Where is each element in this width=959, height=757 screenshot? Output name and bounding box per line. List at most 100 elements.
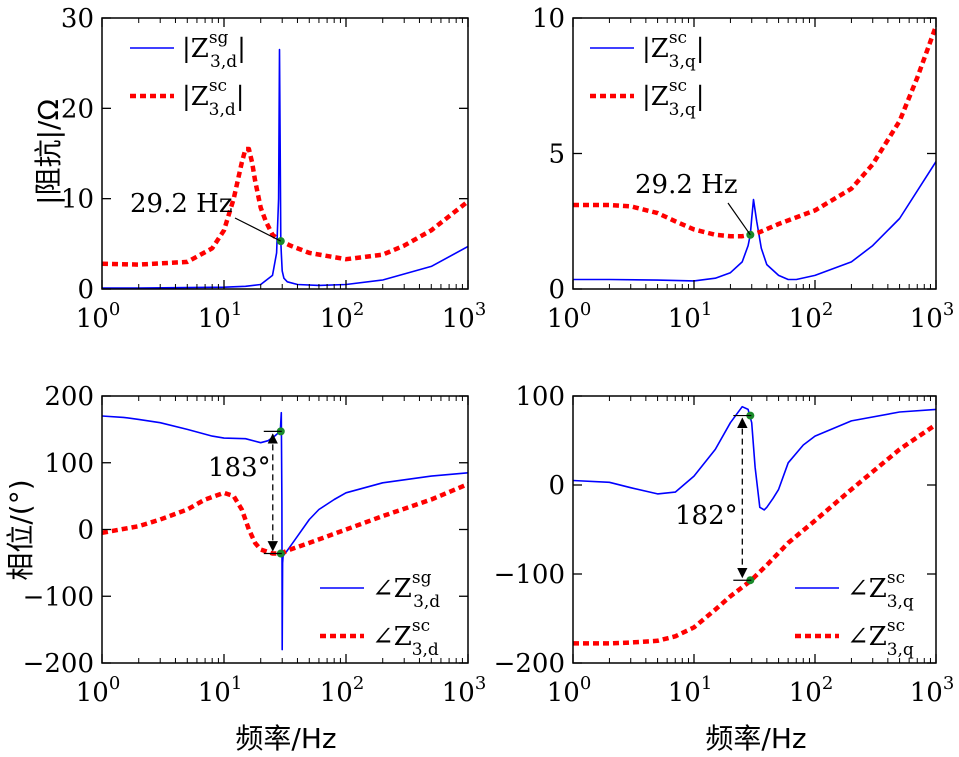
frequency-label: 29.2 Hz [635, 170, 738, 200]
x-tick-exponent: 0 [580, 299, 591, 320]
x-tick-label: 101 [668, 299, 713, 334]
annotation-leader [727, 202, 751, 236]
frequency-label: 29.2 Hz [130, 189, 233, 219]
y-tick-label: 200 [44, 382, 94, 412]
y-tick-label: 100 [44, 449, 94, 479]
x-tick-exponent: 0 [580, 673, 591, 694]
x-tick-base: 10 [547, 304, 580, 334]
phase-difference-label: 182° [675, 501, 738, 531]
y-tick-label: 10 [532, 4, 565, 34]
y-tick-label: −200 [494, 649, 565, 679]
x-tick-exponent: 1 [231, 299, 242, 320]
series-line-dashed [573, 25, 936, 239]
legend-superscript: sc [887, 568, 905, 588]
x-tick-exponent: 3 [943, 299, 954, 320]
x-tick-base: 10 [442, 678, 475, 708]
legend-suffix: | [237, 34, 246, 64]
y-tick-label: 30 [61, 4, 94, 34]
x-tick-exponent: 0 [109, 673, 120, 694]
legend-label: ∠Zsg 3,d [372, 568, 440, 612]
axes-frame [101, 17, 469, 290]
x-tick-base: 10 [547, 678, 580, 708]
x-tick-label: 100 [547, 299, 592, 334]
series-group [102, 48, 468, 289]
legend-subscript: 3,q [669, 52, 696, 72]
series-group [573, 25, 936, 282]
legend-subscript: 3,d [209, 100, 236, 120]
x-tick-exponent: 3 [475, 673, 486, 694]
x-tick-base: 10 [789, 304, 822, 334]
legend-prefix: ∠Z [847, 574, 887, 604]
legend-subscript: 3,q [887, 592, 914, 612]
series-line-solid [573, 161, 936, 282]
xlabel-left: 频率/Hz [235, 722, 336, 755]
y-tick-label: 0 [548, 471, 565, 501]
legend-label: ∠Zsc 3,q [847, 568, 914, 612]
x-tick-exponent: 2 [353, 299, 364, 320]
legend-prefix: ∠Z [372, 574, 412, 604]
xlabel-right: 频率/Hz [705, 722, 806, 755]
legend-subscript: 3,q [887, 640, 914, 660]
legend-prefix: ∠Z [372, 622, 412, 652]
legend-prefix: |Z [182, 34, 209, 64]
legend-superscript: sg [209, 28, 229, 48]
x-tick-exponent: 3 [943, 673, 954, 694]
series-line-solid [102, 411, 468, 651]
x-tick-label: 101 [198, 673, 243, 708]
legend-superscript: sc [412, 616, 430, 636]
legend-prefix: |Z [642, 82, 669, 112]
x-tick-base: 10 [910, 304, 943, 334]
legend-subscript: 3,d [413, 592, 440, 612]
ylabel-magnitude: |阻抗|/Ω [32, 99, 65, 205]
legend-superscript: sc [669, 76, 687, 96]
legend-label: ∠Zsc 3,q [847, 616, 914, 660]
x-tick-base: 10 [789, 678, 822, 708]
legend-superscript: sg [412, 568, 432, 588]
series-line-solid [102, 48, 468, 289]
x-tick-base: 10 [910, 678, 943, 708]
legend-label: |Zsc 3,q| [642, 76, 705, 120]
legend-suffix: | [696, 82, 705, 112]
y-tick-label: −100 [494, 560, 565, 590]
x-tick-label: 103 [442, 673, 487, 708]
x-tick-exponent: 1 [231, 673, 242, 694]
legend-suffix: | [696, 34, 705, 64]
series-line-dashed [102, 146, 468, 267]
x-tick-exponent: 0 [109, 299, 120, 320]
series-line-solid [573, 405, 936, 511]
legend-suffix: | [236, 82, 245, 112]
legend-superscript: sc [887, 616, 905, 636]
x-tick-base: 10 [76, 678, 109, 708]
x-tick-label: 102 [789, 673, 834, 708]
x-tick-base: 10 [198, 304, 231, 334]
x-tick-label: 102 [320, 673, 365, 708]
x-tick-base: 10 [320, 304, 353, 334]
x-tick-label: 103 [910, 673, 955, 708]
series-group [573, 405, 936, 646]
x-tick-exponent: 2 [822, 299, 833, 320]
x-tick-base: 10 [320, 678, 353, 708]
x-tick-label: 102 [320, 299, 365, 334]
y-tick-label: −100 [23, 582, 94, 612]
y-tick-label: 0 [77, 516, 94, 546]
legend-prefix: |Z [642, 34, 669, 64]
legend-subscript: 3,d [412, 640, 439, 660]
y-tick-label: 0 [77, 275, 94, 305]
phase-difference-label: 183° [208, 453, 271, 483]
legend-label: ∠Zsc 3,d [372, 616, 439, 660]
x-tick-label: 100 [76, 299, 121, 334]
series-line-dashed [573, 422, 936, 646]
axes-frame [572, 395, 937, 664]
x-tick-label: 103 [910, 299, 955, 334]
x-tick-base: 10 [668, 678, 701, 708]
y-tick-label: 0 [548, 275, 565, 305]
x-tick-base: 10 [668, 304, 701, 334]
x-tick-label: 100 [547, 673, 592, 708]
x-tick-exponent: 2 [353, 673, 364, 694]
x-tick-base: 10 [198, 678, 231, 708]
x-tick-exponent: 3 [475, 299, 486, 320]
